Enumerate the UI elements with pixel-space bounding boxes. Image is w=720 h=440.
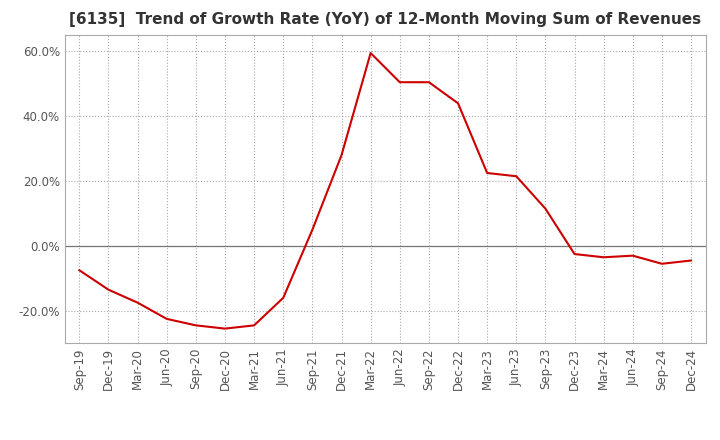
Title: [6135]  Trend of Growth Rate (YoY) of 12-Month Moving Sum of Revenues: [6135] Trend of Growth Rate (YoY) of 12-…	[69, 12, 701, 27]
